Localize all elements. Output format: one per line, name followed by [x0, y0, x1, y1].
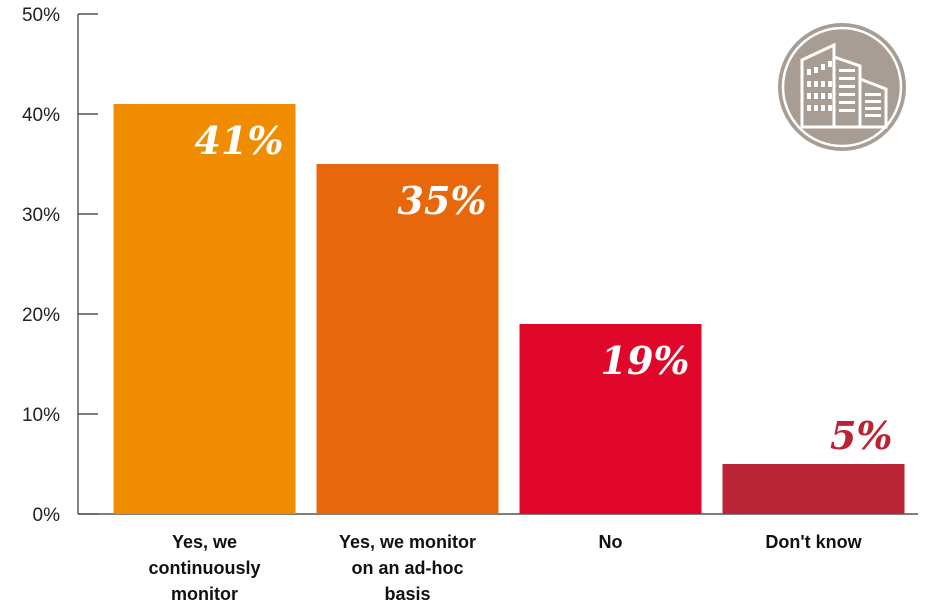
bar — [316, 164, 499, 514]
x-tick-label: Yes, we monitor on an ad-hoc basis — [339, 532, 476, 604]
y-tick-label: 40% — [22, 105, 60, 126]
x-tick-label: No — [599, 532, 623, 552]
bar — [519, 324, 702, 514]
y-tick-label: 50% — [22, 5, 60, 26]
y-tick-label: 0% — [33, 505, 61, 526]
y-tick-label: 30% — [22, 205, 60, 226]
x-tick-label: Yes, we continuously monitor — [149, 532, 261, 604]
data-label: 41% — [195, 118, 284, 163]
y-tick-label: 10% — [22, 405, 60, 426]
data-label: 5% — [830, 413, 893, 458]
data-labels: 41% 35% 19% 5% — [195, 118, 893, 458]
category-labels: Yes, we continuously monitor Yes, we monito… — [149, 532, 863, 604]
bar — [113, 104, 296, 514]
data-label: 35% — [398, 178, 487, 223]
office-buildings-icon — [778, 23, 906, 151]
x-tick-label: Don't know — [765, 532, 862, 552]
bars — [113, 104, 905, 514]
y-tick-label: 20% — [22, 305, 60, 326]
data-label: 19% — [601, 338, 690, 383]
bar — [722, 464, 905, 514]
